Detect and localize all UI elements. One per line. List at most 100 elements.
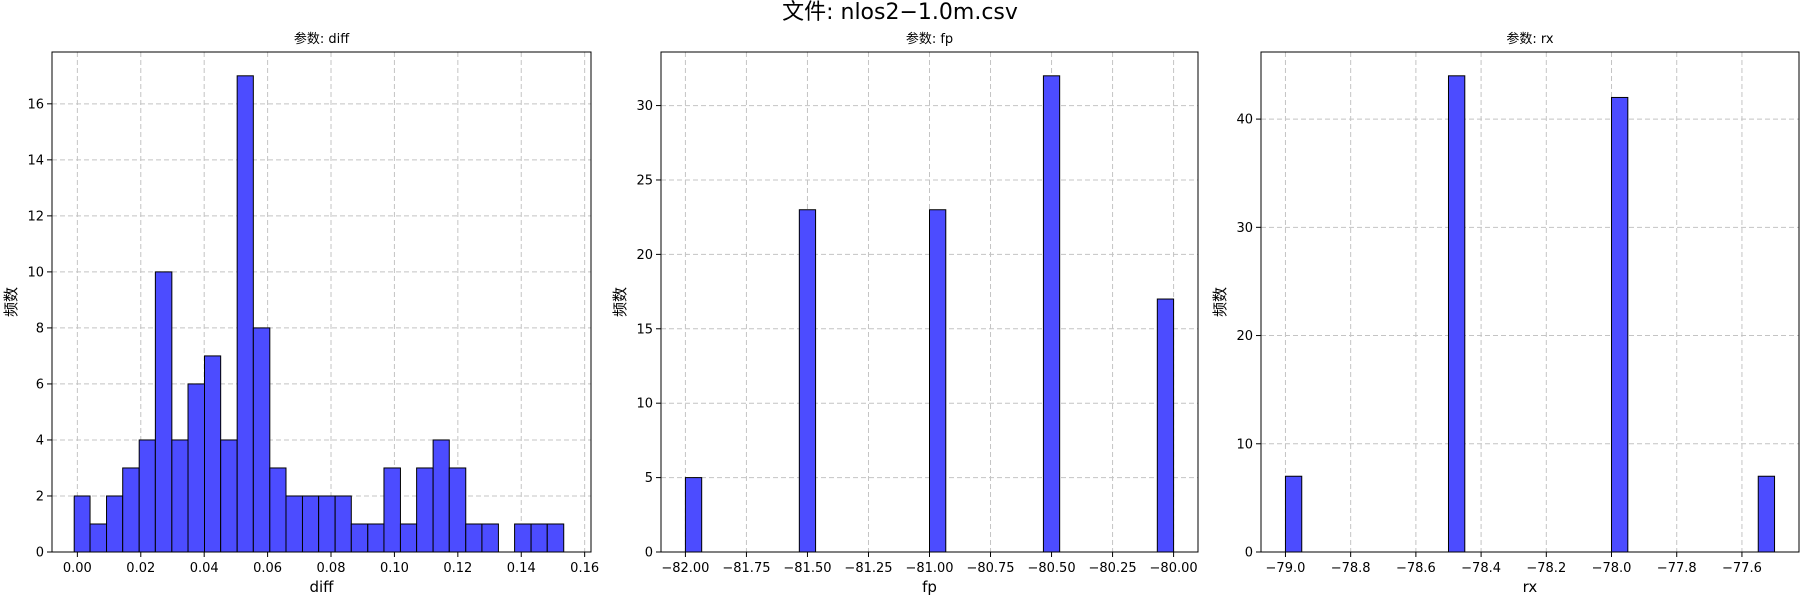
histogram-bar (89, 523, 108, 553)
y-axis-label: 频数 (1211, 287, 1229, 317)
subplot-title: 参数: rx (1506, 31, 1554, 47)
x-tick-label: −80.50 (1027, 561, 1075, 576)
x-tick-label: 0.14 (507, 561, 536, 576)
y-tick-label: 30 (1236, 221, 1253, 236)
y-tick-label: 0 (1245, 546, 1253, 561)
x-tick-label: −81.25 (844, 561, 892, 576)
histogram-bar (220, 439, 238, 553)
histogram-bar (334, 495, 352, 553)
histogram-bar (798, 209, 817, 553)
y-tick-label: 10 (636, 397, 653, 412)
x-tick-label: 0.10 (380, 561, 409, 576)
histogram-bar (367, 523, 385, 553)
histogram-bar (514, 523, 532, 553)
histogram-bar (481, 523, 499, 553)
x-tick-label: −82.00 (661, 561, 709, 576)
y-tick-label: 10 (27, 265, 44, 280)
histogram-bar (1757, 475, 1776, 553)
x-axis-label: fp (922, 578, 937, 596)
x-tick-label: 0.02 (126, 561, 155, 576)
x-axis-label: rx (1523, 578, 1538, 596)
x-tick-label: −81.50 (783, 561, 831, 576)
x-tick-label: −78.8 (1331, 561, 1371, 576)
x-tick-label: 0.08 (317, 561, 346, 576)
histogram-bar (530, 523, 548, 553)
x-tick-label: −81.75 (722, 561, 770, 576)
y-axis-label: 频数 (2, 287, 20, 317)
subplot-1: 0.00 0.02 0.04 0.06 0.08 0.10 0.12 0.14 0.16 0 2 4 6… (2, 31, 599, 596)
histogram-bar (383, 467, 401, 553)
y-tick-label: 4 (36, 433, 44, 448)
y-tick-label: 2 (36, 489, 44, 504)
x-tick-label: −77.6 (1722, 561, 1762, 576)
histogram-bar (465, 523, 483, 553)
histogram-bar (187, 383, 206, 553)
x-tick-label: −80.00 (1150, 561, 1198, 576)
x-tick-label: 0.06 (253, 561, 282, 576)
x-tick-label: −80.75 (966, 561, 1014, 576)
x-tick-label: −81.00 (905, 561, 953, 576)
histogram-bar (204, 355, 222, 553)
y-tick-label: 14 (27, 153, 44, 168)
subplot-2: −82.00 −81.75 −81.50 −81.25 −81.00 −80.75 −80.… (611, 31, 1199, 596)
histogram-bar (399, 523, 418, 553)
y-tick-label: 5 (645, 471, 653, 486)
plot-frame (51, 51, 592, 553)
x-tick-label: 0.16 (570, 561, 599, 576)
histogram-bar (1156, 298, 1175, 553)
y-tick-label: 16 (27, 97, 44, 112)
histogram-bar (546, 523, 565, 553)
histogram-bar (252, 327, 271, 553)
x-tick-label: −78.4 (1461, 561, 1501, 576)
histogram-bar (1447, 75, 1466, 553)
histogram-bar (1284, 475, 1303, 553)
y-tick-label: 12 (27, 209, 44, 224)
x-tick-label: −78.0 (1592, 561, 1632, 576)
histogram-bar (301, 495, 320, 553)
x-tick-label: −77.8 (1657, 561, 1697, 576)
histogram-bar (416, 467, 434, 553)
x-tick-label: 0.00 (63, 561, 92, 576)
x-tick-label: −80.25 (1089, 561, 1137, 576)
x-tick-label: −78.2 (1526, 561, 1566, 576)
x-tick-label: −78.6 (1396, 561, 1436, 576)
histogram-bar (684, 477, 703, 553)
histogram-bar (106, 495, 124, 553)
subplot-title: 参数: diff (294, 31, 350, 47)
histogram-bar (318, 495, 336, 553)
y-axis-label: 频数 (611, 287, 629, 317)
x-tick-label: −79.0 (1266, 561, 1306, 576)
y-tick-label: 0 (36, 546, 44, 561)
histogram-bar (138, 439, 156, 553)
y-tick-label: 25 (636, 173, 653, 188)
histogram-bar (448, 467, 467, 553)
x-axis-label: diff (309, 578, 334, 596)
plot-frame (1260, 51, 1800, 553)
y-tick-label: 6 (36, 377, 44, 392)
figure-title: 文件: nlos2−1.0m.csv (782, 0, 1018, 25)
y-tick-label: 15 (636, 322, 653, 337)
subplot-title: 参数: fp (906, 31, 953, 47)
histogram-bar (236, 75, 254, 553)
y-tick-label: 20 (636, 248, 653, 263)
histogram-bar (350, 523, 369, 553)
y-tick-label: 8 (36, 321, 44, 336)
histogram-bar (929, 209, 947, 553)
y-tick-label: 30 (636, 99, 653, 114)
x-tick-label: 0.04 (190, 561, 219, 576)
histogram-bar (432, 439, 450, 553)
y-tick-label: 0 (645, 546, 653, 561)
histogram-bar (154, 271, 173, 553)
histogram-bar (1042, 75, 1061, 553)
histogram-bar (285, 495, 303, 553)
histogram-bar (171, 439, 189, 553)
x-tick-label: 0.12 (443, 561, 472, 576)
histogram-bar (122, 467, 140, 553)
histogram-bar (73, 495, 91, 553)
y-tick-label: 20 (1236, 329, 1253, 344)
y-tick-label: 10 (1236, 437, 1253, 452)
y-tick-label: 40 (1236, 113, 1253, 128)
histogram-bar (269, 467, 287, 553)
subplot-3: −79.0 −78.8 −78.6 −78.4 −78.2 −78.0 −77.8 −77.6… (1211, 31, 1800, 596)
